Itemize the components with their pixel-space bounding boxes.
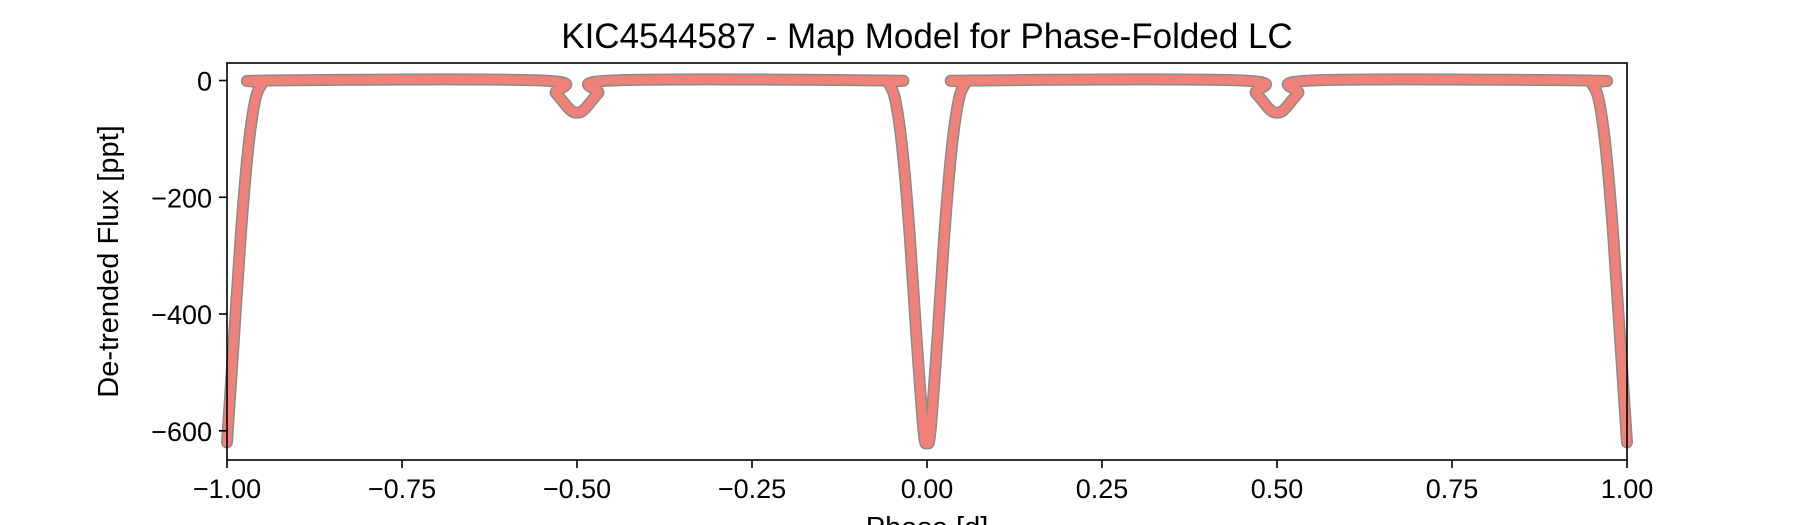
x-tick-label: −0.75 [368, 474, 436, 504]
x-tick-label: 0.25 [1076, 474, 1129, 504]
model-curve [222, 74, 1632, 448]
x-tick-label: 0.50 [1251, 474, 1304, 504]
y-tick-label: −600 [151, 417, 212, 447]
y-tick-label: 0 [197, 67, 212, 97]
x-tick-label: 0.75 [1426, 474, 1479, 504]
plot-area [221, 73, 1633, 450]
x-tick-label: 1.00 [1601, 474, 1654, 504]
y-tick-label: −400 [151, 300, 212, 330]
x-axis: −1.00 −0.75 −0.50 −0.25 0.00 0.25 0.50 0.75 1.00 [193, 460, 1653, 504]
x-tick-label: −0.50 [543, 474, 611, 504]
x-tick-label: −1.00 [193, 474, 261, 504]
x-axis-label: Phase [d] [866, 512, 989, 525]
model-curve-edge [221, 73, 1633, 450]
x-tick-label: −0.25 [718, 474, 786, 504]
y-axis-label: De-trended Flux [ppt] [93, 125, 125, 397]
chart-title: KIC4544587 - Map Model for Phase-Folded … [561, 17, 1293, 56]
axes-frame [226, 62, 1628, 461]
y-axis: 0 −200 −400 −600 [151, 67, 227, 447]
x-tick-label: 0.00 [901, 474, 954, 504]
y-tick-label: −200 [151, 183, 212, 213]
